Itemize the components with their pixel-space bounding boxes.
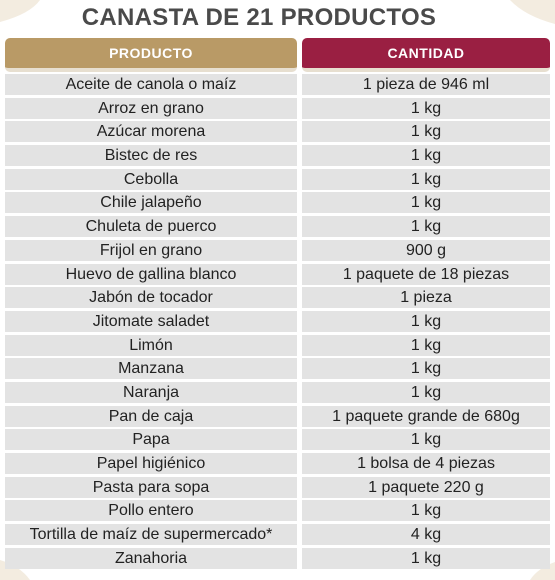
product-cell: Jabón de tocador (5, 287, 297, 309)
table-row: Cebolla 1 kg (5, 168, 550, 190)
product-cell: Chile jalapeño (5, 192, 297, 214)
quantity-cell: 1 kg (302, 168, 550, 190)
table-row: Bistec de res 1 kg (5, 145, 550, 167)
table-row: Manzana 1 kg (5, 358, 550, 380)
header-product: PRODUCTO (5, 38, 297, 72)
quantity-cell: 1 kg (302, 192, 550, 214)
product-cell: Zanahoria (5, 547, 297, 569)
products-table: PRODUCTO CANTIDAD Aceite de canola o maí… (5, 38, 550, 569)
quantity-cell: 1 kg (302, 429, 550, 451)
product-cell: Huevo de gallina blanco (5, 263, 297, 285)
table-row: Limón 1 kg (5, 334, 550, 356)
quantity-cell: 1 kg (302, 334, 550, 356)
product-cell: Pan de caja (5, 405, 297, 427)
quantity-cell: 4 kg (302, 524, 550, 546)
page-title: CANASTA DE 21 PRODUCTOS (81, 4, 437, 31)
table-row: Papel higiénico 1 bolsa de 4 piezas (5, 453, 550, 474)
product-cell: Arroz en grano (5, 97, 297, 119)
quantity-cell: 1 kg (302, 500, 550, 522)
table-row: Tortilla de maíz de supermercado* 4 kg (5, 524, 550, 546)
quantity-cell: 1 kg (302, 216, 550, 238)
table-row: Chile jalapeño 1 kg (5, 192, 550, 214)
product-cell: Naranja (5, 381, 297, 403)
product-cell: Papel higiénico (5, 453, 297, 474)
table-row: Zanahoria 1 kg (5, 547, 550, 569)
quantity-cell: 900 g (302, 239, 550, 261)
product-cell: Frijol en grano (5, 239, 297, 261)
quantity-cell: 1 paquete grande de 680g (302, 405, 550, 427)
table-row: Naranja 1 kg (5, 381, 550, 403)
product-cell: Chuleta de puerco (5, 216, 297, 238)
product-cell: Pasta para sopa (5, 476, 297, 498)
product-cell: Tortilla de maíz de supermercado* (5, 524, 297, 546)
table-row: Pasta para sopa 1 paquete 220 g (5, 476, 550, 498)
quantity-cell: 1 bolsa de 4 piezas (302, 453, 550, 474)
table-row: Jabón de tocador 1 pieza (5, 287, 550, 309)
table-row: Papa 1 kg (5, 429, 550, 451)
product-cell: Azúcar morena (5, 121, 297, 143)
quantity-cell: 1 kg (302, 145, 550, 167)
quantity-cell: 1 kg (302, 381, 550, 403)
table-row: Jitomate saladet 1 kg (5, 310, 550, 332)
table-row: Frijol en grano 900 g (5, 239, 550, 261)
quantity-cell: 1 kg (302, 310, 550, 332)
product-cell: Bistec de res (5, 145, 297, 167)
table-row: Pollo entero 1 kg (5, 500, 550, 522)
table-row: Huevo de gallina blanco 1 paquete de 18 p… (5, 263, 550, 285)
quantity-cell: 1 kg (302, 547, 550, 569)
table-row: Pan de caja 1 paquete grande de 680g (5, 405, 550, 427)
product-cell: Pollo entero (5, 500, 297, 522)
table-row: Azúcar morena 1 kg (5, 121, 550, 143)
product-cell: Limón (5, 334, 297, 356)
product-cell: Jitomate saladet (5, 310, 297, 332)
quantity-cell: 1 pieza (302, 287, 550, 309)
product-cell: Aceite de canola o maíz (5, 74, 297, 95)
header-quantity: CANTIDAD (302, 38, 550, 72)
quantity-cell: 1 kg (302, 121, 550, 143)
product-cell: Papa (5, 429, 297, 451)
quantity-cell: 1 kg (302, 97, 550, 119)
quantity-cell: 1 kg (302, 358, 550, 380)
quantity-cell: 1 paquete de 18 piezas (302, 263, 550, 285)
product-cell: Manzana (5, 358, 297, 380)
table-row: Aceite de canola o maíz 1 pieza de 946 ml (5, 74, 550, 95)
table-row: Chuleta de puerco 1 kg (5, 216, 550, 238)
quantity-cell: 1 paquete 220 g (302, 476, 550, 498)
table-row: Arroz en grano 1 kg (5, 97, 550, 119)
table-header: PRODUCTO CANTIDAD (5, 38, 550, 72)
quantity-cell: 1 pieza de 946 ml (302, 74, 550, 95)
product-cell: Cebolla (5, 168, 297, 190)
table-body: Aceite de canola o maíz 1 pieza de 946 ml… (5, 74, 550, 569)
